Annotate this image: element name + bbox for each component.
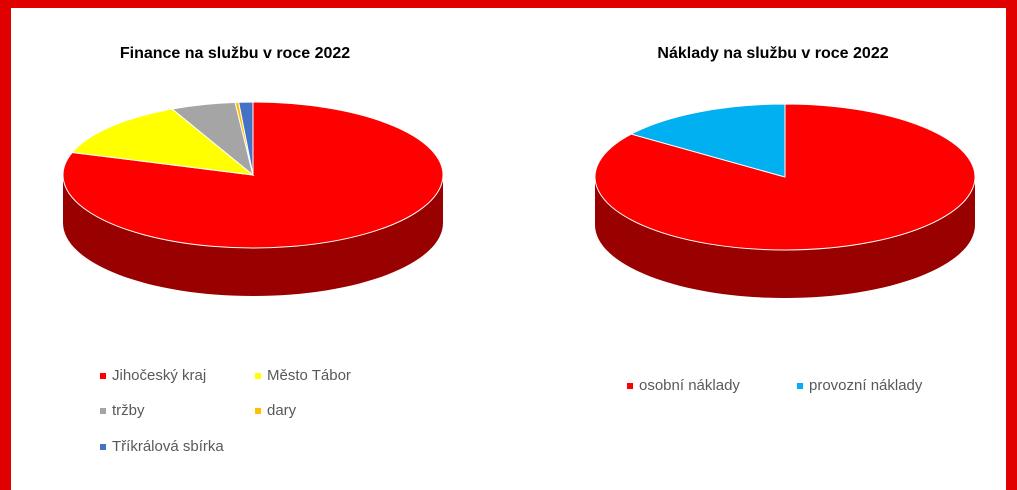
legend-marker <box>627 383 633 389</box>
legend-label: Město Tábor <box>267 367 351 384</box>
legend-label: tržby <box>112 402 145 419</box>
legend-label: provozní náklady <box>809 377 923 394</box>
legend-label: dary <box>267 402 297 419</box>
legend-marker <box>100 408 106 414</box>
legend-marker <box>100 373 106 379</box>
pie-slice <box>238 101 254 176</box>
pie-slice <box>71 108 255 176</box>
legend-marker <box>797 383 803 389</box>
legend-marker <box>255 408 261 414</box>
legend-label: Jihočeský kraj <box>112 367 206 384</box>
pie-side <box>595 177 975 298</box>
legend-label: osobní náklady <box>639 377 740 394</box>
pie-side <box>63 175 443 296</box>
legend-marker <box>100 444 106 450</box>
legend-label: Tříkrálová sbírka <box>112 438 224 455</box>
legend-marker <box>255 373 261 379</box>
chart-title: Finance na službu v roce 2022 <box>120 45 350 62</box>
chart-title: Náklady na službu v roce 2022 <box>657 45 888 62</box>
pie-slice <box>629 103 786 178</box>
